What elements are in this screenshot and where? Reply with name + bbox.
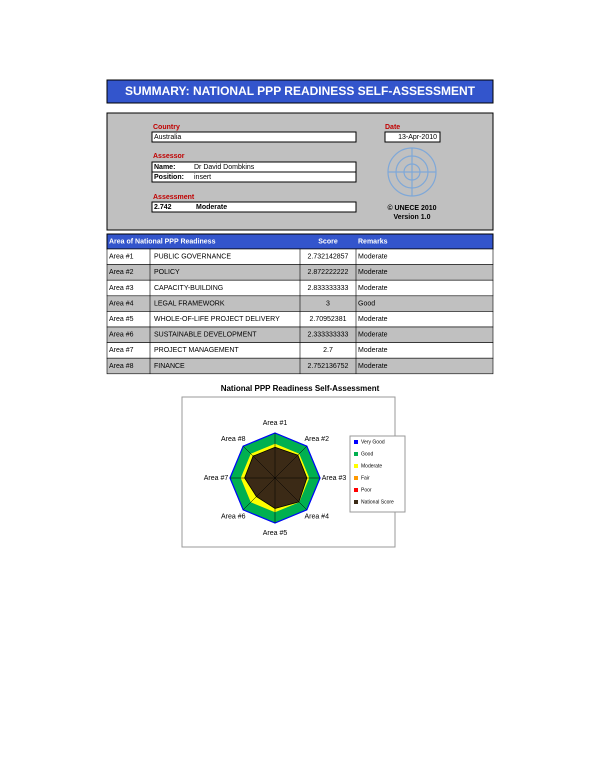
legend-swatch [354,464,358,468]
cell: PUBLIC GOVERNANCE [154,254,231,261]
legend-label: National Score [361,499,394,505]
cell: Good [358,300,375,307]
label: Assessment [153,194,195,201]
value: Australia [154,134,181,141]
copyright: © UNECE 2010 [387,204,436,212]
axis-label: Area #4 [304,514,329,521]
cell: 2.752136752 [308,363,349,370]
cell: FINANCE [154,363,185,370]
spoke [274,477,307,510]
cell: Area #8 [109,363,134,370]
cell: 3 [326,300,330,307]
legend [349,435,406,513]
cell: WHOLE-OF-LIFE PROJECT DELIVERY [154,316,280,323]
cell: 2.732142857 [308,254,349,261]
label: Date [385,124,400,131]
title-bar [106,79,494,104]
legend-swatch [354,488,358,492]
column-header: Remarks [358,238,388,245]
field [151,131,357,143]
field [151,171,357,183]
spoke [243,477,276,510]
cell: Moderate [358,285,388,292]
cell: Area #4 [109,300,134,307]
legend-label: Moderate [361,463,382,469]
label: Position: [154,174,184,181]
legend-label: Fair [361,475,370,481]
cell: Moderate [358,332,388,339]
spoke [274,446,307,479]
legend-swatch [354,452,358,456]
label: Country [153,124,180,131]
legend-swatch [354,500,358,504]
value: Dr David Dombkins [194,164,255,171]
axis-label: Area #5 [263,530,288,537]
un-emblem [387,147,437,197]
cell: POLICY [154,269,180,276]
cell: 2.333333333 [308,332,349,339]
axis-label: Area #6 [221,514,246,521]
cell: Moderate [358,269,388,276]
axis-label: Area #7 [204,475,229,482]
value: 2.742 [154,204,172,211]
cell: 2.70952381 [310,316,347,323]
value: insert [194,174,211,181]
cell: LEGAL FRAMEWORK [154,300,225,307]
legend-swatch [354,440,358,444]
field [384,131,441,143]
cell: Moderate [358,363,388,370]
label: Name: [154,164,175,171]
chart-title: National PPP Readiness Self-Assessment [221,384,380,393]
version: Version 1.0 [394,214,431,221]
cell: CAPACITY-BUILDING [154,285,223,292]
legend-label: Very Good [361,439,385,445]
cell: Area #7 [109,347,134,354]
cell: Area #3 [109,285,134,292]
column-header: Area of National PPP Readiness [109,238,216,245]
label: Assessor [153,153,185,160]
cell: Area #5 [109,316,134,323]
axis-label: Area #3 [322,475,347,482]
legend-label: Good [361,451,373,457]
cell: 2.872222222 [308,269,349,276]
legend-label: Poor [361,487,372,493]
cell: Moderate [358,347,388,354]
cell: Area #6 [109,332,134,339]
cell: 2.833333333 [308,285,349,292]
page-title: SUMMARY: NATIONAL PPP READINESS SELF-ASS… [125,84,476,98]
axis-label: Area #8 [221,436,246,443]
value: 13-Apr-2010 [398,134,437,141]
cell: Moderate [358,254,388,261]
value: Moderate [196,204,227,211]
legend-swatch [354,476,358,480]
cell: Area #2 [109,269,134,276]
cell: SUSTAINABLE DEVELOPMENT [154,332,257,339]
cell: Area #1 [109,254,134,261]
axis-label: Area #1 [263,420,288,427]
cell: PROJECT MANAGEMENT [154,347,239,354]
cell: 2.7 [323,347,333,354]
field [151,201,357,213]
spoke [243,446,276,479]
axis-label: Area #2 [304,436,329,443]
cell: Moderate [358,316,388,323]
column-header: Score [318,238,338,245]
